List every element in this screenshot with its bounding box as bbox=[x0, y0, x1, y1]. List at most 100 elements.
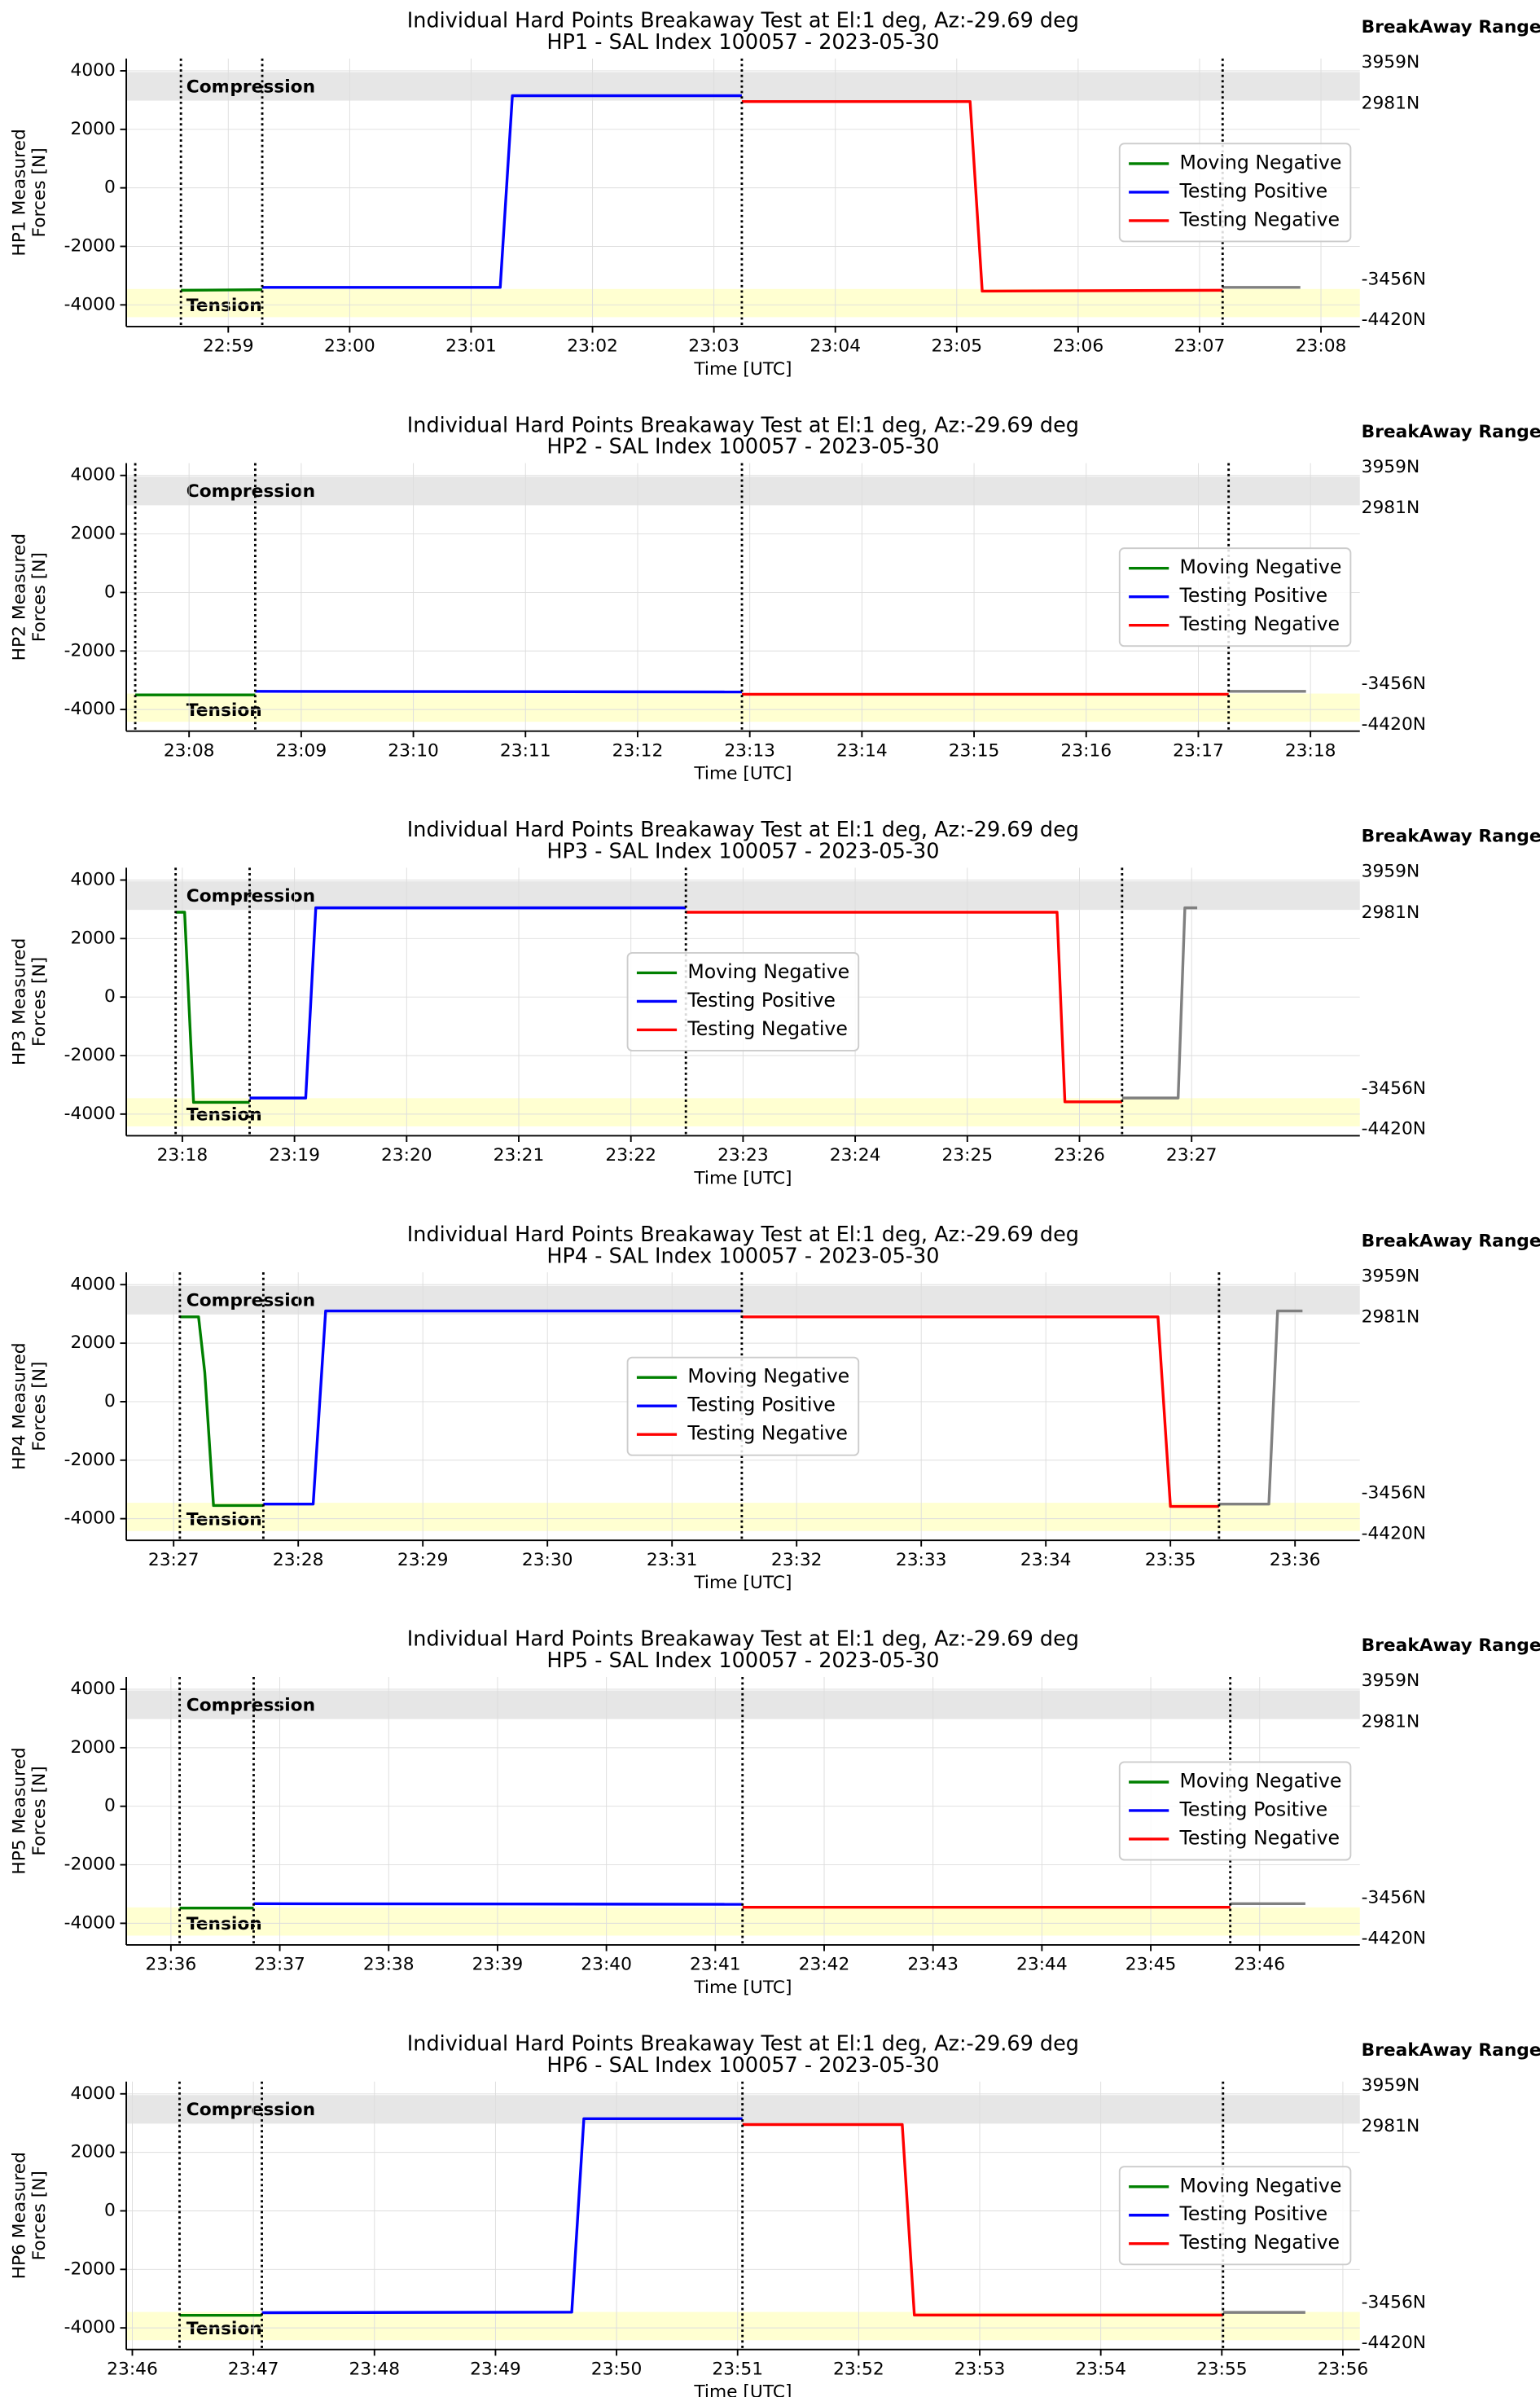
range-title: BreakAway Range: bbox=[1362, 2040, 1540, 2061]
legend-label: Testing Positive bbox=[1179, 1798, 1328, 1820]
x-tick-label: 23:36 bbox=[146, 1955, 197, 1975]
y-axis-label: Forces [N] bbox=[29, 1766, 50, 1855]
range-label: -3456N bbox=[1362, 2292, 1426, 2312]
x-tick-label: 23:55 bbox=[1196, 2359, 1248, 2379]
range-label: -3456N bbox=[1362, 1888, 1426, 1908]
y-tick-label: 4000 bbox=[71, 869, 116, 889]
x-tick-label: 23:45 bbox=[1125, 1955, 1177, 1975]
legend-box bbox=[626, 951, 860, 1051]
legend-box bbox=[1118, 547, 1352, 648]
x-tick-label: 23:23 bbox=[717, 1145, 769, 1166]
range-label: 3959N bbox=[1362, 1266, 1420, 1286]
series-line bbox=[253, 1902, 743, 1906]
x-tick-label: 23:33 bbox=[896, 1550, 947, 1570]
x-tick-label: 23:12 bbox=[612, 740, 664, 761]
y-tick-label: 0 bbox=[104, 1391, 116, 1411]
x-tick-label: 23:15 bbox=[949, 740, 1000, 761]
x-tick-label: 23:04 bbox=[809, 336, 861, 356]
y-tick-label: 4000 bbox=[71, 1679, 116, 1699]
x-axis-label: Time [UTC] bbox=[693, 1978, 792, 1998]
y-tick-label: 0 bbox=[104, 986, 116, 1007]
legend-label: Testing Negative bbox=[1179, 612, 1340, 635]
x-tick-label: 23:46 bbox=[1234, 1955, 1285, 1975]
y-axis-label: Forces [N] bbox=[29, 552, 50, 642]
series-line bbox=[742, 2123, 1223, 2317]
range-label: -4420N bbox=[1362, 714, 1426, 735]
y-axis-label: HP1 Measured bbox=[10, 129, 30, 256]
chart-subtitle: HP1 - SAL Index 100057 - 2023-05-30 bbox=[546, 30, 939, 55]
range-title: BreakAway Range: bbox=[1362, 17, 1540, 37]
chart-subtitle: HP2 - SAL Index 100057 - 2023-05-30 bbox=[546, 435, 939, 459]
legend-label: Testing Positive bbox=[1179, 2202, 1328, 2225]
series-line bbox=[255, 690, 743, 694]
y-tick-label: 4000 bbox=[71, 1274, 116, 1294]
series-line bbox=[263, 1309, 742, 1506]
x-tick-label: 23:11 bbox=[500, 740, 551, 761]
legend-label: Moving Negative bbox=[687, 960, 849, 983]
x-tick-label: 23:16 bbox=[1060, 740, 1112, 761]
y-tick-label: 2000 bbox=[71, 524, 116, 544]
y-tick-label: -2000 bbox=[64, 1450, 116, 1470]
x-tick-label: 23:44 bbox=[1016, 1955, 1068, 1975]
range-label: 3959N bbox=[1362, 862, 1420, 882]
legend-box bbox=[1118, 143, 1352, 243]
x-tick-label: 23:54 bbox=[1075, 2359, 1126, 2379]
band-label: Tension bbox=[186, 2319, 262, 2339]
x-tick-label: 23:56 bbox=[1318, 2359, 1369, 2379]
legend-label: Testing Negative bbox=[1179, 208, 1340, 230]
y-axis-label: HP6 Measured bbox=[10, 2152, 30, 2279]
x-tick-label: 23:42 bbox=[799, 1955, 850, 1975]
x-axis-label: Time [UTC] bbox=[693, 1168, 792, 1188]
band bbox=[126, 72, 1360, 101]
x-tick-label: 23:48 bbox=[349, 2359, 400, 2379]
x-tick-label: 23:17 bbox=[1173, 740, 1224, 761]
y-axis-label: HP3 Measured bbox=[10, 938, 30, 1065]
x-tick-label: 23:02 bbox=[567, 336, 618, 356]
range-label: -3456N bbox=[1362, 1078, 1426, 1099]
band bbox=[126, 1503, 1360, 1531]
x-tick-label: 23:53 bbox=[954, 2359, 1006, 2379]
x-tick-label: 23:36 bbox=[1270, 1550, 1321, 1570]
legend-label: Moving Negative bbox=[1180, 2174, 1342, 2197]
series-line bbox=[179, 1315, 264, 1508]
y-tick-label: -4000 bbox=[64, 1912, 116, 1933]
x-tick-label: 23:08 bbox=[164, 740, 215, 761]
band-label: Compression bbox=[186, 1695, 315, 1715]
x-tick-label: 23:43 bbox=[907, 1955, 959, 1975]
band-label: Compression bbox=[186, 2100, 315, 2120]
band-label: Tension bbox=[186, 296, 262, 316]
x-axis-label: Time [UTC] bbox=[693, 1573, 792, 1593]
y-tick-label: 4000 bbox=[71, 60, 116, 81]
range-title: BreakAway Range: bbox=[1362, 422, 1540, 442]
x-tick-label: 23:28 bbox=[273, 1550, 324, 1570]
x-tick-label: 23:27 bbox=[1166, 1145, 1218, 1166]
y-tick-label: 4000 bbox=[71, 465, 116, 485]
y-axis-label: Forces [N] bbox=[29, 147, 50, 237]
x-tick-label: 23:00 bbox=[324, 336, 375, 356]
y-tick-label: 2000 bbox=[71, 2142, 116, 2162]
legend-label: Testing Positive bbox=[1179, 584, 1328, 607]
legend-label: Moving Negative bbox=[687, 1365, 849, 1388]
range-title: BreakAway Range: bbox=[1362, 827, 1540, 847]
y-axis-label: Forces [N] bbox=[29, 2171, 50, 2260]
y-tick-label: 0 bbox=[104, 2200, 116, 2220]
series-line bbox=[175, 911, 250, 1104]
band-label: Compression bbox=[186, 481, 315, 502]
legend-label: Testing Positive bbox=[1179, 179, 1328, 202]
band-label: Tension bbox=[186, 1509, 262, 1530]
legend-label: Testing Positive bbox=[687, 989, 836, 1012]
y-tick-label: 2000 bbox=[71, 1737, 116, 1758]
y-tick-label: -4000 bbox=[64, 294, 116, 314]
x-tick-label: 23:26 bbox=[1054, 1145, 1105, 1166]
chart-title: Individual Hard Points Breakaway Test at… bbox=[407, 1223, 1079, 1247]
chart-title: Individual Hard Points Breakaway Test at… bbox=[407, 2031, 1079, 2056]
y-tick-label: -4000 bbox=[64, 1508, 116, 1529]
legend-label: Moving Negative bbox=[1180, 151, 1342, 173]
legend-label: Testing Negative bbox=[687, 1017, 848, 1040]
range-label: 2981N bbox=[1362, 1711, 1420, 1732]
x-tick-label: 23:20 bbox=[381, 1145, 432, 1166]
legend-label: Testing Negative bbox=[1179, 1826, 1340, 1849]
range-title: BreakAway Range: bbox=[1362, 1635, 1540, 1656]
x-tick-label: 23:52 bbox=[833, 2359, 884, 2379]
y-tick-label: 2000 bbox=[71, 1332, 116, 1353]
